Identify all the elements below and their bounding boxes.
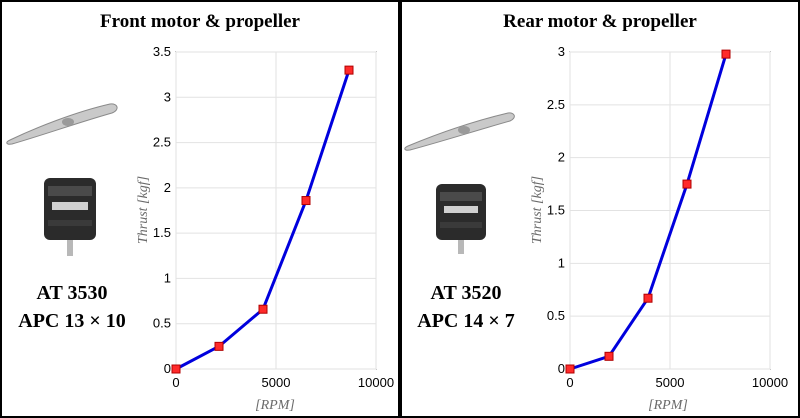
rear-y-tick-label: 1.5 [547, 203, 565, 218]
motor-icon [436, 184, 486, 254]
rear-x-axis-label: [RPM] [648, 398, 688, 413]
rear-panel: Rear motor & propeller AT 3520 APC 14 × … [400, 0, 800, 418]
front-motor-model: AT 3530 [37, 282, 108, 304]
rear-data-point [682, 179, 692, 189]
rear-panel-border [400, 0, 800, 418]
front-data-point [301, 196, 311, 206]
front-y-tick-label: 2.5 [153, 135, 171, 150]
front-y-tick-label: 2 [164, 180, 171, 195]
rear-thrust-chart: 0 5000 10000 0 0.5 1 1.5 2 2.5 3 [RPM] Thrust [kg… [530, 44, 788, 413]
front-panel-title: Front motor & propeller [100, 11, 301, 32]
front-y-tick-label: 3 [164, 89, 171, 104]
rear-data-point [643, 293, 653, 303]
front-x-tick-label: 5000 [262, 375, 291, 390]
motor-icon [44, 178, 96, 256]
front-y-tick-label: 3.5 [153, 44, 171, 59]
rear-y-tick-label: 0.5 [547, 308, 565, 323]
rear-x-tick-label: 5000 [656, 375, 685, 390]
rear-panel-title: Rear motor & propeller [503, 11, 697, 32]
rear-y-tick-label: 2 [558, 150, 565, 165]
propeller-icon [404, 112, 515, 151]
front-propeller-model: APC 13 × 10 [18, 310, 126, 332]
front-x-tick-label: 10000 [358, 375, 394, 390]
rear-propeller-model: APC 14 × 7 [417, 310, 515, 332]
front-series [171, 65, 354, 374]
rear-motor-model: AT 3520 [431, 282, 502, 304]
rear-data-point [721, 49, 731, 59]
rear-data-point [604, 351, 614, 361]
rear-y-tick-label: 2.5 [547, 97, 565, 112]
front-panel: Front motor & propeller AT 3530 APC 13 ×… [0, 0, 400, 418]
front-data-point [214, 341, 224, 351]
rear-y-tick-label: 3 [558, 44, 565, 59]
front-y-tick-label: 0 [164, 361, 171, 376]
rear-x-tick-label: 10000 [752, 375, 788, 390]
propeller-icon [6, 103, 118, 145]
front-panel-border [0, 0, 400, 418]
front-y-tick-label: 1.5 [153, 225, 171, 240]
rear-y-axis-label: Thrust [kgf] [530, 176, 545, 244]
rear-series [565, 49, 731, 374]
front-data-point [344, 65, 354, 75]
front-ticks: 0 5000 10000 0 0.5 1 1.5 2 2.5 3 3.5 [153, 44, 394, 390]
rear-y-tick-label: 1 [558, 255, 565, 270]
front-x-tick-label: 0 [172, 375, 179, 390]
front-x-axis-label: [RPM] [255, 398, 295, 413]
rear-y-tick-label: 0 [558, 361, 565, 376]
front-thrust-chart: 0 5000 10000 0 0.5 1 1.5 2 2.5 3 3.5 [RPM] Thrust … [136, 44, 394, 413]
front-y-tick-label: 0.5 [153, 316, 171, 331]
front-y-tick-label: 1 [164, 270, 171, 285]
rear-data-point [565, 364, 575, 374]
rear-x-tick-label: 0 [566, 375, 573, 390]
rear-grid [569, 51, 771, 370]
front-y-axis-label: Thrust [kgf] [136, 176, 151, 244]
front-data-point [171, 364, 181, 374]
front-data-point [258, 304, 268, 314]
rear-ticks: 0 5000 10000 0 0.5 1 1.5 2 2.5 3 [547, 44, 788, 390]
